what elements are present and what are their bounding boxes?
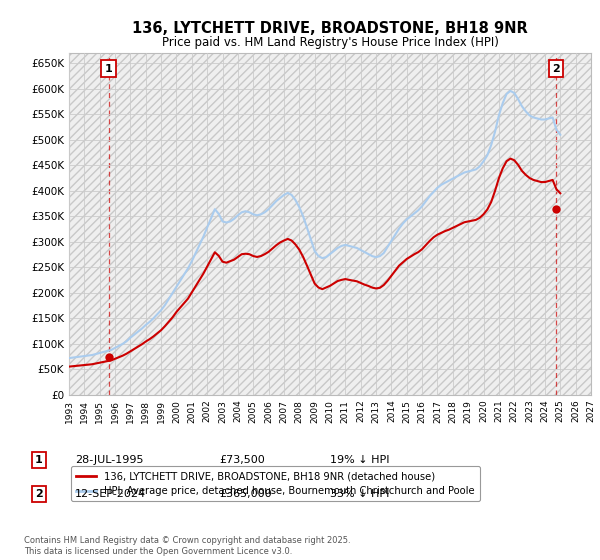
Text: Price paid vs. HM Land Registry's House Price Index (HPI): Price paid vs. HM Land Registry's House … (161, 36, 499, 49)
Text: 2: 2 (552, 64, 560, 73)
Text: 33% ↓ HPI: 33% ↓ HPI (330, 489, 389, 499)
Text: Contains HM Land Registry data © Crown copyright and database right 2025.
This d: Contains HM Land Registry data © Crown c… (24, 536, 350, 556)
Text: 19% ↓ HPI: 19% ↓ HPI (330, 455, 389, 465)
Legend: 136, LYTCHETT DRIVE, BROADSTONE, BH18 9NR (detached house), HPI: Average price, : 136, LYTCHETT DRIVE, BROADSTONE, BH18 9N… (71, 466, 480, 501)
Text: 1: 1 (35, 455, 43, 465)
Text: 2: 2 (35, 489, 43, 499)
Text: 12-SEP-2024: 12-SEP-2024 (75, 489, 146, 499)
Text: £73,500: £73,500 (219, 455, 265, 465)
Text: 136, LYTCHETT DRIVE, BROADSTONE, BH18 9NR: 136, LYTCHETT DRIVE, BROADSTONE, BH18 9N… (132, 21, 528, 36)
Text: £365,000: £365,000 (219, 489, 272, 499)
Text: 1: 1 (105, 64, 112, 73)
Text: 28-JUL-1995: 28-JUL-1995 (75, 455, 143, 465)
